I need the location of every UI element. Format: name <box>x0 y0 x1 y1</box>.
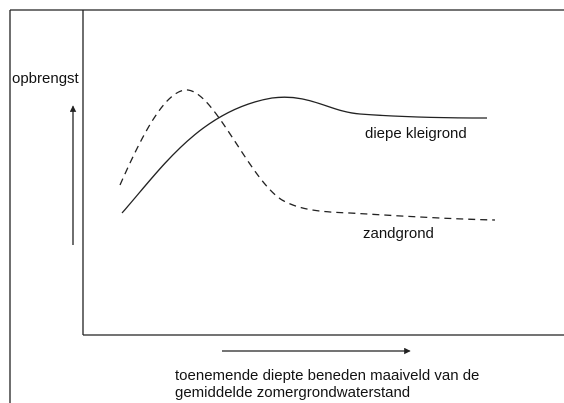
x-axis-label: toenemende diepte beneden maaiveld van d… <box>175 367 479 384</box>
curve-zandgrond <box>119 89 496 221</box>
curve-label: diepe kleigrond <box>365 125 467 142</box>
x-axis-label: gemiddelde zomergrondwaterstand <box>175 384 410 401</box>
curve-label: zandgrond <box>363 225 434 242</box>
curve-kleigrond <box>121 96 488 214</box>
y-axis-label: opbrengst <box>12 70 80 87</box>
